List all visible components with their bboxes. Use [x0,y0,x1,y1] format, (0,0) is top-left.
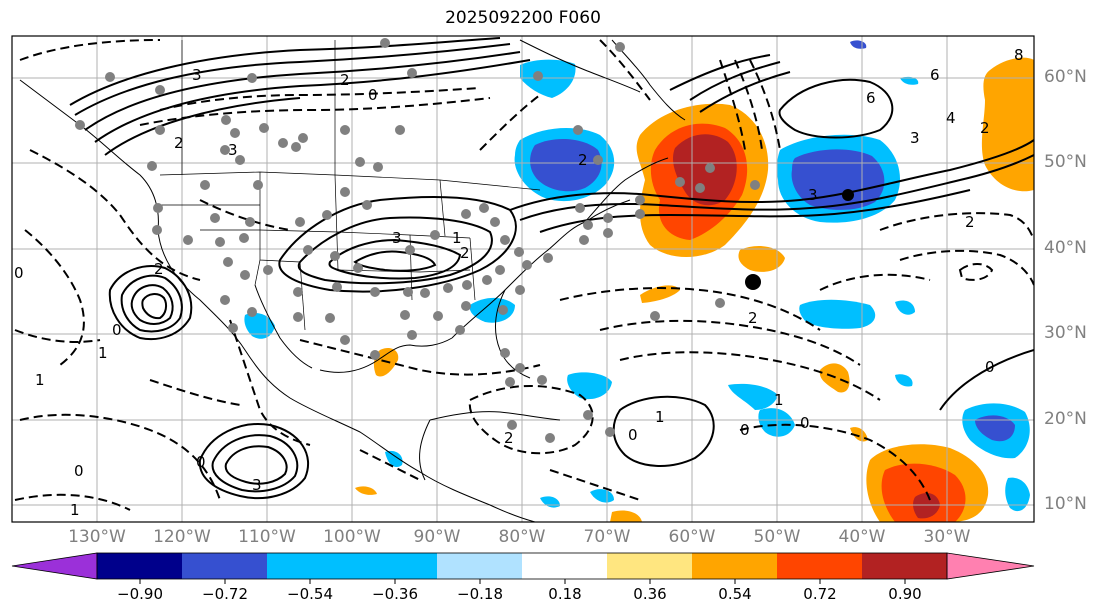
contour-label: 2 [748,309,758,327]
colorbar-tick-label: −0.54 [287,585,333,603]
colorbar-tick-label: −0.18 [457,585,503,603]
lat-label: 30°N [1044,323,1087,343]
contour-label: 8 [1014,46,1024,64]
contour-label: 1 [98,344,108,362]
contour-label: 0 [196,453,206,471]
contour-label: 3 [192,66,202,84]
colorbar-extend-low [11,552,98,580]
lon-label: 40°W [838,527,886,547]
lon-label: 120°W [153,527,211,547]
lon-label: 50°W [753,527,801,547]
lon-label: 70°W [583,527,631,547]
map-area: 3 0 3 2 2 3 2 1 1 2 2 0 2 3 1 0 2 3 6 4 … [12,36,1034,522]
contour-label: 0 [628,426,638,444]
colorbar [11,552,1035,584]
contour-label: 0 [74,462,84,480]
colorbar-swatch [437,553,522,579]
contour-label: 3 [808,186,818,204]
colorbar-tick-label: −0.36 [372,585,418,603]
lat-label: 20°N [1044,409,1087,429]
contour-label: 0 [740,421,750,439]
contour-label: 2 [504,429,514,447]
colorbar-tick-label: −0.72 [202,585,248,603]
contour-label: 1 [35,371,45,389]
colorbar-tick-label: −0.90 [117,585,163,603]
contour-label: 2 [460,244,470,262]
contour-label: 0 [800,414,810,432]
contour-label: 3 [228,141,238,159]
colorbar-tick-label: 0.90 [888,585,922,603]
contours-solid [69,37,1034,500]
contour-label: 0 [14,264,24,282]
contours-dashed [14,39,1034,511]
contour-label: 2 [174,134,184,152]
contour-label: 0 [112,321,122,339]
lon-label: 80°W [498,527,546,547]
lat-label: 40°N [1044,238,1087,258]
contour-label: 3 [392,229,402,247]
contour-label: 1 [774,391,784,409]
colorbar-swatch [97,553,182,579]
contour-label: 2 [578,151,588,169]
colorbar-swatch [352,553,437,579]
anomaly-darkred-atlantic [673,134,737,206]
contour-label: 3 [252,476,262,494]
contour-label: 1 [70,501,80,519]
colorbar-tick-label: 0.72 [803,585,837,603]
colorbar-tick-label: 0.36 [633,585,667,603]
contour-label: 6 [930,66,940,84]
colorbar-swatch [607,553,692,579]
colorbar-swatch [692,553,777,579]
station-dots [75,38,760,443]
lat-label: 10°N [1044,494,1087,514]
colorbar-swatch [182,553,267,579]
state-borders [159,40,541,331]
lat-label: 50°N [1044,152,1087,172]
storm-center-marker [745,274,761,290]
colorbar-extend-high [946,552,1035,580]
colorbar-swatch [522,553,607,579]
lon-label: 110°W [238,527,296,547]
contour-label: 3 [910,129,920,147]
contour-label: 2 [154,260,164,278]
colorbar-swatch [777,553,862,579]
contour-label: 4 [946,109,956,127]
storm-center-marker [842,189,854,201]
contour-label: 0 [368,86,378,104]
contour-label: 0 [985,358,995,376]
lon-label: 90°W [413,527,461,547]
lon-label: 30°W [923,527,971,547]
map-title: 2025092200 F060 [445,8,601,28]
contour-label: 2 [965,213,975,231]
contour-labels: 3 0 3 2 2 3 2 1 1 2 2 0 2 3 1 0 2 3 6 4 … [14,46,1024,519]
colorbar-swatch [862,553,947,579]
lat-label: 60°N [1044,67,1087,87]
colorbar-tick-label: 0.54 [718,585,752,603]
contour-label: 1 [655,408,665,426]
lon-label: 130°W [68,527,126,547]
map-frame [11,35,1035,523]
colorbar-tick-label: 0.18 [548,585,582,603]
lon-label: 100°W [323,527,381,547]
anomaly-blue-newfoundland [530,138,602,192]
contour-label: 1 [452,229,462,247]
contour-label: 6 [866,89,876,107]
contour-label: 2 [340,71,350,89]
contour-label: 2 [980,119,990,137]
lon-label: 60°W [668,527,716,547]
colorbar-swatch [267,553,352,579]
anomaly-blue-midatlantic [791,149,885,210]
